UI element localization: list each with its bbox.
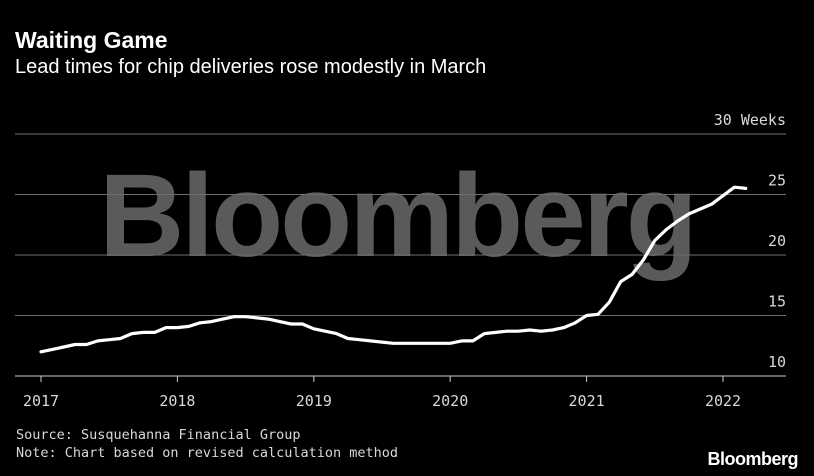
x-axis: 2017 2018 2019 2020 2021 2022 <box>23 376 741 410</box>
x-tick-label: 2019 <box>296 392 332 410</box>
x-tick-label: 2020 <box>432 392 468 410</box>
y-tick-label: 20 <box>768 232 786 250</box>
bloomberg-watermark: Bloomberg <box>99 150 695 282</box>
y-tick-label: 15 <box>768 293 786 311</box>
y-tick-label: 25 <box>768 172 786 190</box>
series-line <box>39 185 748 354</box>
chart-gridlines <box>15 133 786 377</box>
y-tick-label: 30 Weeks <box>714 111 786 129</box>
y-axis: 10 15 20 25 30 Weeks <box>714 111 786 371</box>
source-note: Source: Susquehanna Financial Group <box>16 427 301 443</box>
chart-subtitle: Lead times for chip deliveries rose mode… <box>15 56 487 78</box>
x-tick-label: 2017 <box>23 392 59 410</box>
chart-series <box>39 185 748 354</box>
x-tick-label: 2018 <box>159 392 195 410</box>
method-note: Note: Chart based on revised calculation… <box>16 445 399 461</box>
y-tick-label: 10 <box>768 353 786 371</box>
chart-title: Waiting Game <box>15 27 168 53</box>
bloomberg-logo: Bloomberg <box>707 449 798 469</box>
x-tick-label: 2021 <box>569 392 605 410</box>
x-tick-label: 2022 <box>705 392 741 410</box>
